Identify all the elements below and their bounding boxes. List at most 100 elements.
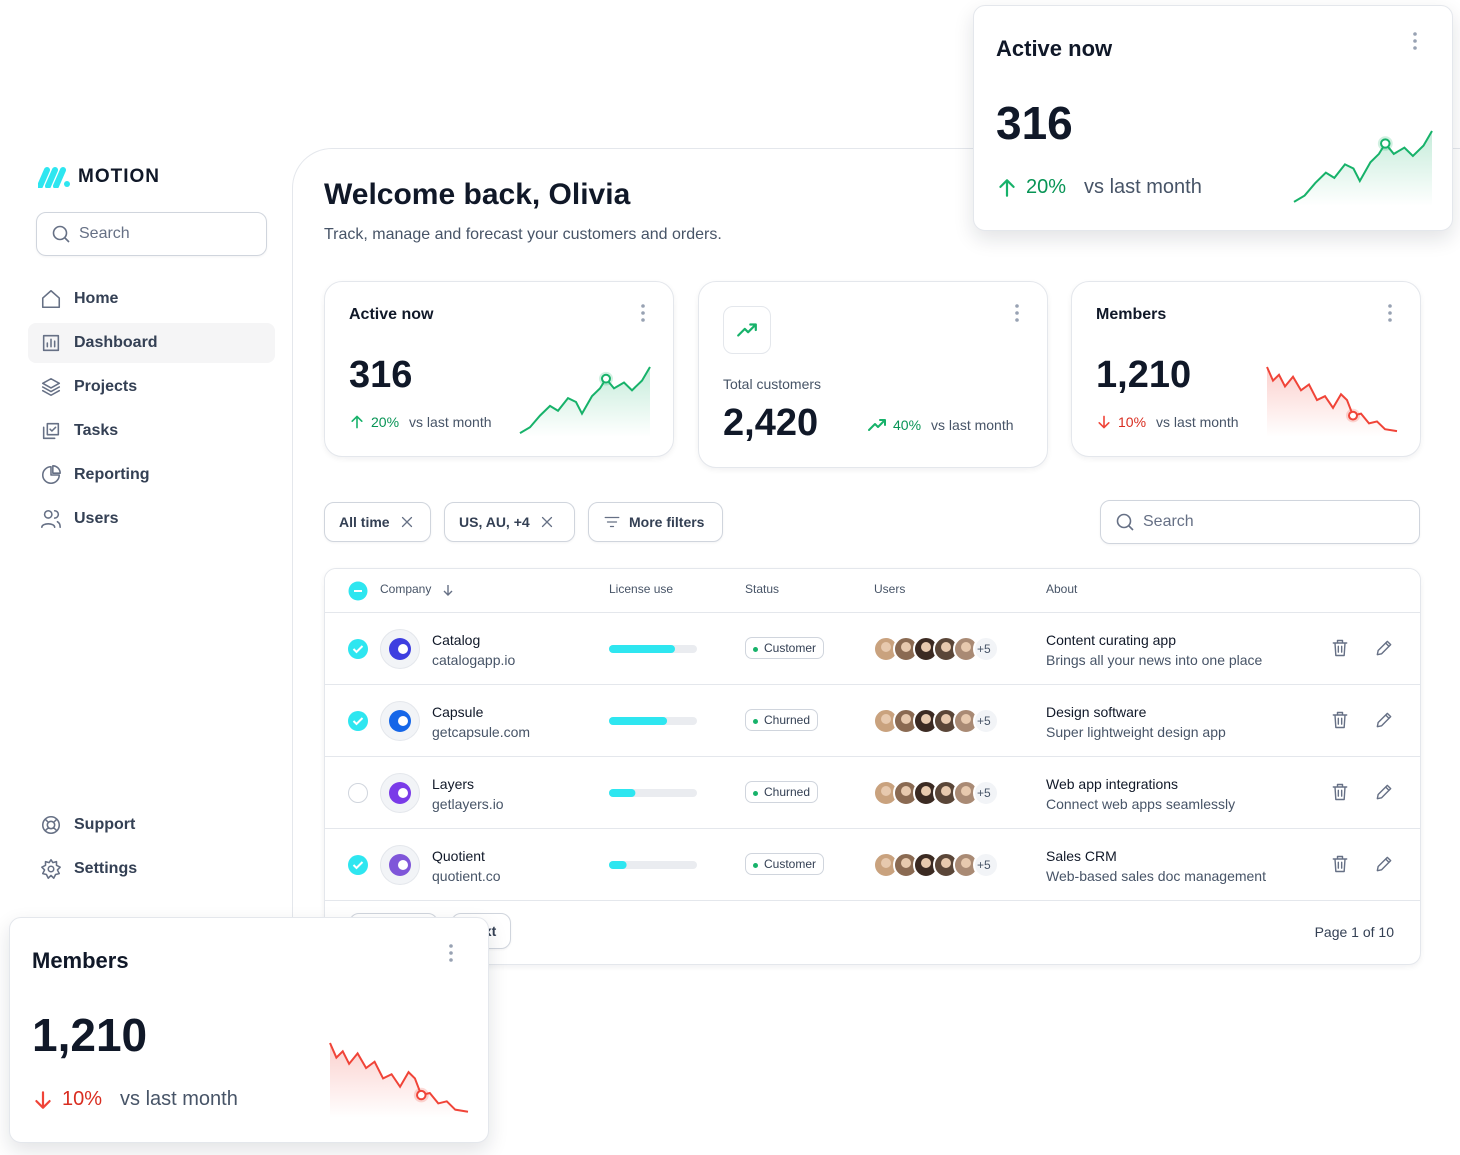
row-checkbox[interactable]	[347, 638, 369, 660]
stat-change: 10% vs last month	[1096, 414, 1239, 430]
logo[interactable]: MOTION	[38, 166, 160, 188]
column-header: Status	[745, 582, 780, 596]
icon-path	[42, 334, 60, 352]
stat-card: Active now 316 20% vs last month	[324, 281, 674, 457]
sparkline-marker	[417, 1091, 425, 1099]
search-placeholder: Search	[79, 225, 130, 242]
nav-item[interactable]: Users	[28, 499, 275, 539]
change-value: 10%	[1118, 414, 1147, 430]
trend-arrow	[1098, 415, 1110, 429]
change-value: 40%	[893, 417, 922, 433]
edit-button[interactable]	[1374, 854, 1394, 879]
avatar-face	[941, 786, 951, 796]
filter-button[interactable]: All time	[324, 502, 431, 542]
icon	[41, 289, 61, 309]
avatar-face	[921, 642, 931, 652]
more-menu[interactable]	[640, 303, 646, 323]
company-logo	[380, 773, 420, 813]
nav-item[interactable]: Support	[28, 805, 275, 845]
checkbox	[348, 711, 368, 731]
stat-label: Members	[32, 948, 129, 973]
license-bar	[609, 717, 697, 725]
nav-item[interactable]: Settings	[28, 849, 275, 889]
filter-label: All time	[339, 514, 390, 530]
more-menu[interactable]	[1014, 303, 1020, 323]
avatar-more	[973, 780, 999, 806]
avatar-face	[921, 786, 931, 796]
table: Company License use Status Users About Catalo…	[324, 568, 1421, 965]
more-menu[interactable]	[1412, 31, 1418, 51]
edit-button[interactable]	[1374, 638, 1394, 663]
dot	[641, 304, 645, 308]
icon-path	[1332, 639, 1348, 657]
license-fill	[609, 717, 668, 725]
license-bar	[609, 861, 697, 869]
nav-item[interactable]: Projects	[28, 367, 275, 407]
check	[352, 861, 364, 870]
status-badge: Customer	[745, 637, 825, 659]
nav-item[interactable]: Tasks	[28, 411, 275, 451]
edit-button[interactable]	[1374, 782, 1394, 807]
row-checkbox[interactable]	[347, 854, 369, 876]
nav-label: Projects	[74, 378, 138, 395]
floating-stat-card: Members 1,210 10% vs last month	[9, 917, 489, 1143]
delete-button[interactable]	[1330, 710, 1350, 735]
stat-change: 10% vs last month	[32, 1088, 238, 1111]
icon-path	[41, 859, 61, 879]
delete-button[interactable]	[1330, 638, 1350, 663]
icon	[1332, 711, 1348, 729]
page-subtitle: Track, manage and forecast your customer…	[324, 226, 722, 243]
dot	[1388, 311, 1392, 315]
icon-path	[1376, 640, 1392, 656]
filter-button[interactable]: More filters	[588, 502, 723, 542]
table-search[interactable]: Search	[1100, 500, 1420, 544]
icon	[604, 516, 620, 528]
icon-path	[42, 422, 60, 440]
checkbox	[348, 639, 368, 659]
nav-label: Reporting	[74, 466, 150, 483]
nav-label: Dashboard	[74, 334, 158, 351]
stat-change: 20% vs last month	[349, 414, 492, 430]
nav-item[interactable]: Home	[28, 279, 275, 319]
avatar-face	[921, 858, 931, 868]
company-domain: quotient.co	[432, 868, 501, 884]
table-row: Capsule getcapsule.com Churned +5 Design sof…	[325, 684, 1420, 756]
select-all[interactable]	[348, 581, 368, 601]
search-icon	[1116, 513, 1134, 531]
column-header[interactable]: Company	[380, 582, 453, 596]
more-menu[interactable]	[1387, 303, 1393, 323]
brand: MOTION	[78, 166, 160, 187]
checkbox	[348, 783, 368, 803]
more-menu[interactable]	[448, 943, 454, 963]
delete-button[interactable]	[1330, 854, 1350, 879]
page-label: Page 1 of 10	[1314, 924, 1394, 940]
table-footer: PreviousNextPage 1 of 10	[325, 900, 1420, 964]
nav-item[interactable]: Reporting	[28, 455, 275, 495]
delete-button[interactable]	[1330, 782, 1350, 807]
sparkline-area	[330, 1043, 468, 1118]
sidebar-search[interactable]: Search	[36, 212, 267, 256]
license-fill	[609, 645, 675, 653]
status-badge: Customer	[745, 853, 825, 875]
row-checkbox[interactable]	[347, 782, 369, 804]
license-fill	[609, 861, 627, 869]
stat-value: 316	[349, 354, 413, 396]
avatar-face	[921, 714, 931, 724]
sparkline	[1294, 131, 1432, 206]
row-checkbox[interactable]	[347, 710, 369, 732]
icon	[41, 859, 61, 879]
dot	[641, 318, 645, 322]
change-note: vs last month	[931, 417, 1014, 433]
license-bar	[609, 645, 697, 653]
filter-button[interactable]: US, AU, +4	[444, 502, 575, 542]
arrow-path	[999, 178, 1015, 197]
avatar-face	[881, 642, 891, 652]
edit-button[interactable]	[1374, 710, 1394, 735]
dot	[449, 951, 453, 955]
icon	[1332, 783, 1348, 801]
avatar-face	[961, 714, 971, 724]
nav-item[interactable]: Dashboard	[28, 323, 275, 363]
icon	[42, 422, 60, 440]
avatar-face	[881, 858, 891, 868]
